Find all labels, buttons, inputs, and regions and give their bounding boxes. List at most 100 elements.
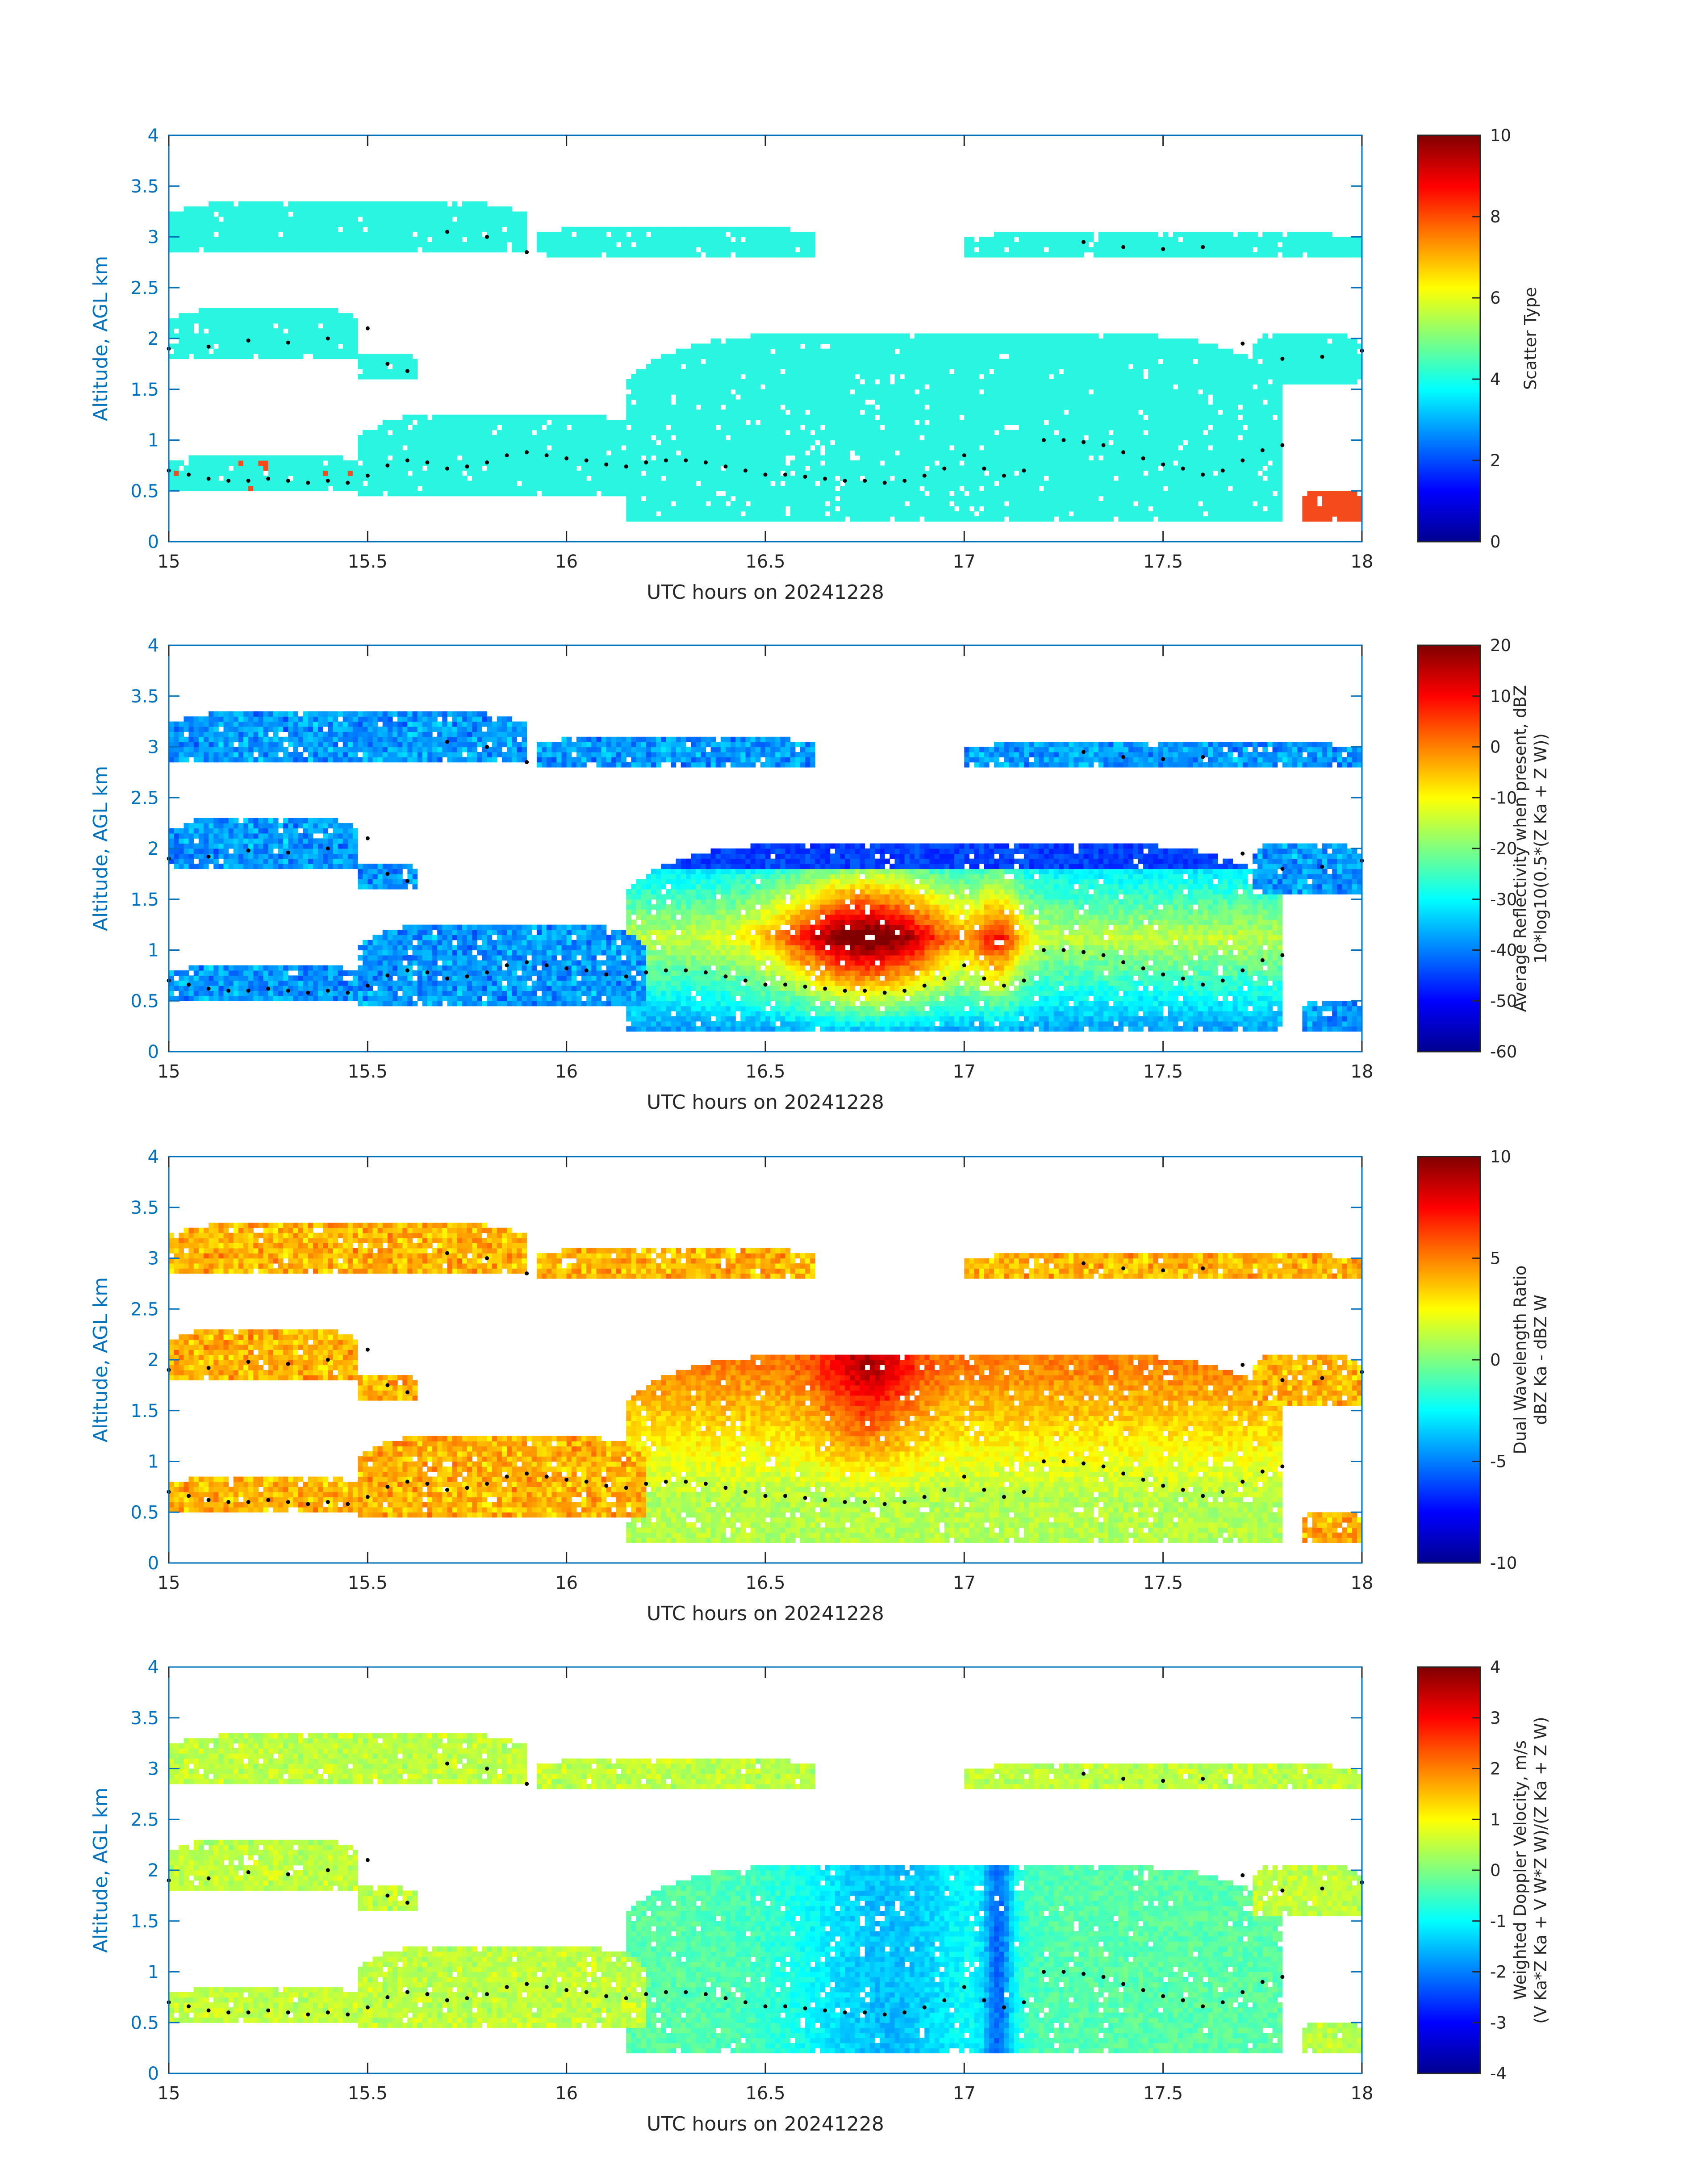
heatmap-cell bbox=[561, 460, 567, 466]
heatmap-cell bbox=[347, 476, 353, 481]
heatmap-cell bbox=[333, 323, 338, 329]
heatmap-cell bbox=[800, 506, 806, 512]
heatmap-cell bbox=[228, 313, 234, 319]
heatmap-cell bbox=[785, 252, 791, 258]
heatmap-cell bbox=[566, 450, 572, 456]
heatmap-cell bbox=[869, 374, 875, 380]
heatmap-cell bbox=[731, 455, 736, 461]
heatmap-cell bbox=[367, 211, 373, 217]
heatmap-cell bbox=[969, 333, 975, 339]
heatmap-cell bbox=[869, 420, 875, 425]
heatmap-cell bbox=[377, 455, 383, 461]
heatmap-cell bbox=[979, 237, 985, 242]
heatmap-cell bbox=[750, 491, 756, 497]
heatmap-cell bbox=[894, 333, 900, 339]
heatmap-cell bbox=[681, 404, 686, 410]
heatmap-cell bbox=[586, 420, 592, 425]
heatmap-cell bbox=[472, 460, 477, 466]
heatmap-cell bbox=[750, 435, 756, 441]
heatmap-cell bbox=[482, 481, 488, 486]
heatmap-cell bbox=[775, 252, 781, 258]
heatmap-cell bbox=[835, 460, 840, 466]
heatmap-cell bbox=[830, 481, 835, 486]
heatmap-cell bbox=[616, 237, 622, 242]
heatmap-cell bbox=[696, 409, 701, 415]
heatmap-cell bbox=[363, 201, 368, 207]
heatmap-cell bbox=[243, 338, 249, 344]
heatmap-cell bbox=[939, 430, 945, 435]
heatmap-cell bbox=[576, 485, 582, 491]
heatmap-cell bbox=[243, 328, 249, 334]
heatmap-cell bbox=[342, 247, 348, 253]
heatmap-cell bbox=[556, 445, 562, 451]
heatmap-cell bbox=[213, 333, 219, 339]
heatmap-cell bbox=[874, 485, 880, 491]
heatmap-cell bbox=[820, 364, 826, 369]
heatmap-cell bbox=[551, 252, 557, 258]
heatmap-cell bbox=[616, 440, 622, 446]
heatmap-cell bbox=[626, 252, 631, 258]
heatmap-cell bbox=[934, 343, 940, 349]
heatmap-cell bbox=[949, 476, 955, 481]
heatmap-cell bbox=[944, 481, 950, 486]
heatmap-cell bbox=[840, 485, 845, 491]
heatmap-cell bbox=[666, 247, 671, 253]
heatmap-cell bbox=[681, 435, 686, 441]
heatmap-cell bbox=[780, 226, 786, 232]
heatmap-cell bbox=[611, 425, 617, 430]
heatmap-cell bbox=[840, 369, 845, 375]
heatmap-cell bbox=[512, 414, 517, 420]
heatmap-cell bbox=[248, 455, 254, 461]
heatmap-cell bbox=[894, 465, 900, 471]
heatmap-cell bbox=[954, 394, 960, 400]
heatmap-cell bbox=[467, 247, 472, 253]
heatmap-cell bbox=[830, 389, 835, 395]
heatmap-cell bbox=[984, 455, 990, 461]
heatmap-cell bbox=[770, 237, 776, 242]
heatmap-cell bbox=[979, 465, 985, 471]
heatmap-cell bbox=[904, 491, 910, 497]
heatmap-cell bbox=[517, 211, 522, 217]
heatmap-cell bbox=[561, 237, 567, 242]
heatmap-cell bbox=[934, 379, 940, 384]
heatmap-cell bbox=[850, 399, 855, 405]
heatmap-cell bbox=[706, 450, 711, 456]
heatmap-cell bbox=[666, 414, 671, 420]
heatmap-cell bbox=[681, 516, 686, 522]
heatmap-cell bbox=[576, 435, 582, 441]
heatmap-cell bbox=[626, 485, 631, 491]
heatmap-cell bbox=[531, 440, 537, 446]
heatmap-cell bbox=[671, 354, 677, 359]
heatmap-cell bbox=[427, 481, 433, 486]
heatmap-cell bbox=[347, 313, 353, 319]
heatmap-cell bbox=[780, 399, 786, 405]
heatmap-cell bbox=[487, 232, 493, 238]
heatmap-cell bbox=[924, 369, 930, 375]
heatmap-cell bbox=[492, 247, 497, 253]
heatmap-cell bbox=[750, 369, 756, 375]
heatmap-cell bbox=[706, 485, 711, 491]
heatmap-cell bbox=[671, 374, 677, 380]
heatmap-cell bbox=[447, 420, 453, 425]
heatmap-cell bbox=[452, 430, 458, 435]
heatmap-cell bbox=[780, 379, 786, 384]
heatmap-cell bbox=[725, 450, 731, 456]
heatmap-cell bbox=[268, 232, 274, 238]
heatmap-cell bbox=[487, 430, 493, 435]
heatmap-cell bbox=[581, 430, 587, 435]
heatmap-cell bbox=[293, 308, 298, 313]
heatmap-cell bbox=[367, 455, 373, 461]
heatmap-cell bbox=[874, 394, 880, 400]
heatmap-cell bbox=[949, 384, 955, 390]
heatmap-cell bbox=[869, 450, 875, 456]
heatmap-cell bbox=[179, 343, 184, 349]
heatmap-cell bbox=[497, 420, 502, 425]
heatmap-cell bbox=[323, 455, 328, 461]
heatmap-cell bbox=[233, 313, 239, 319]
heatmap-cell bbox=[631, 491, 637, 497]
heatmap-cell bbox=[631, 389, 637, 395]
heatmap-cell bbox=[949, 338, 955, 344]
heatmap-cell bbox=[929, 420, 935, 425]
heatmap-cell bbox=[601, 232, 607, 238]
heatmap-cell bbox=[646, 237, 651, 242]
